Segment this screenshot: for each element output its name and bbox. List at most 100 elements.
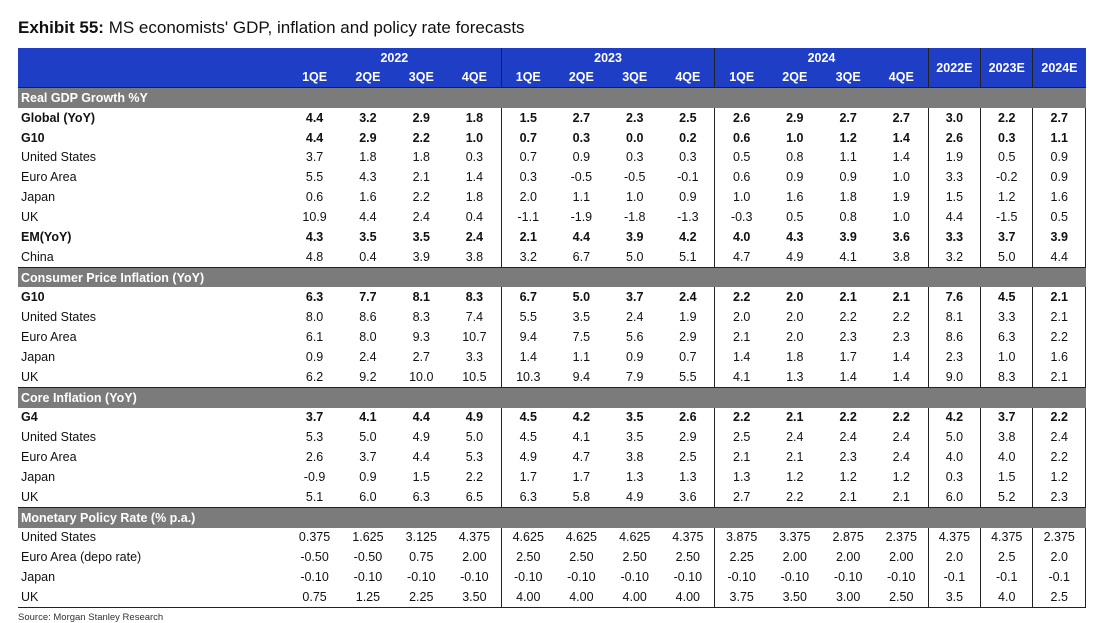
row-label: Euro Area xyxy=(21,450,77,465)
table-cell: 0.75 xyxy=(287,587,342,608)
table-cell: 4.1 xyxy=(839,249,857,264)
table-cell: 4.2 xyxy=(927,407,981,428)
quarter-header: 3QE xyxy=(608,67,662,88)
table-cell: 0.4 xyxy=(359,249,377,264)
quarter-header: 1QE xyxy=(714,67,769,88)
table-cell: 2.50 xyxy=(569,550,594,565)
table-row: United States 0.375 1.625 3.125 4.375 4.625 4.… xyxy=(18,527,1086,548)
table-cell: 2.50 xyxy=(874,587,929,608)
table-cell: 1.625 xyxy=(352,530,384,545)
table-cell: 2.1 xyxy=(839,489,857,504)
table-cell: 4.5 xyxy=(500,427,555,448)
row-label: United States xyxy=(21,310,97,325)
table-cell: 3.8 xyxy=(465,249,484,264)
table-cell: 3.6 xyxy=(679,489,697,504)
table-cell: 10.9 xyxy=(302,209,327,224)
table-cell: 4.00 xyxy=(500,587,555,608)
table-row: UK 6.2 9.2 10.0 10.5 10.3 9.4 7.9 5.5 4.1 1.3 1.4 1.… xyxy=(18,366,1086,388)
table-cell: 8.0 xyxy=(305,310,324,325)
table-cell: 2.4 xyxy=(1032,427,1086,448)
table-cell: 0.3 xyxy=(465,150,484,165)
table-cell: 3.7 xyxy=(305,150,324,165)
row-label: Global (YoY) xyxy=(21,110,96,125)
table-cell: 2.2 xyxy=(714,407,769,428)
forecast-table: 2022 2023 2024 2022E 2023E 2024E 1QE 2QE… xyxy=(18,48,1086,608)
table-cell: 0.3 xyxy=(500,167,555,188)
table-cell: 4.7 xyxy=(714,246,769,268)
table-cell: -0.10 xyxy=(353,570,383,585)
table-cell: 1.5 xyxy=(412,469,430,484)
table-row: Euro Area 2.6 3.7 4.4 5.3 4.9 4.7 3.8 2.5 2.1 2.1 2… xyxy=(18,447,1086,468)
table-cell: 1.0 xyxy=(626,190,644,205)
table-cell: 1.1 xyxy=(839,150,857,165)
table-cell: 2.7 xyxy=(892,110,910,125)
table-cell: 2.9 xyxy=(679,430,697,445)
table-cell: 2.1 xyxy=(714,447,769,468)
table-row: G10 6.3 7.7 8.1 8.3 6.7 5.0 3.7 2.4 2.2 2.0 2.1 2.1 7… xyxy=(18,287,1086,308)
table-cell: 4.4 xyxy=(412,410,430,425)
table-cell: 1.8 xyxy=(412,150,430,165)
table-cell: 1.0 xyxy=(892,170,910,185)
table-cell: 3.2 xyxy=(927,246,981,268)
quarter-header: 2QE xyxy=(554,67,609,88)
table-cell: 2.9 xyxy=(412,110,430,125)
table-cell: 6.2 xyxy=(305,369,324,384)
table-cell: 2.0 xyxy=(927,547,981,568)
table-cell: 5.0 xyxy=(980,246,1033,268)
table-cell: 4.0 xyxy=(980,587,1033,608)
table-cell: 3.00 xyxy=(821,587,875,608)
table-body: Real GDP Growth %Y Global (YoY) 4.4 3.2 2.9 1… xyxy=(18,86,1086,608)
table-cell: 2.9 xyxy=(679,330,697,345)
table-cell: 4.4 xyxy=(359,209,377,224)
table-cell: 2.3 xyxy=(927,346,981,367)
table-cell: 7.4 xyxy=(465,310,484,325)
table-cell: 1.4 xyxy=(465,170,484,185)
table-cell: 2.9 xyxy=(786,110,804,125)
table-cell: 2.2 xyxy=(980,107,1033,128)
table-cell: 2.50 xyxy=(500,547,555,568)
table-cell: 4.375 xyxy=(927,527,981,548)
table-cell: 1.6 xyxy=(1032,187,1086,208)
table-cell: 6.3 xyxy=(980,327,1033,347)
table-cell: 5.2 xyxy=(980,486,1033,508)
table-cell: 0.5 xyxy=(980,147,1033,168)
table-cell: 4.4 xyxy=(1032,246,1086,268)
table-cell: -0.3 xyxy=(714,207,769,227)
table-cell: -0.9 xyxy=(303,469,326,484)
table-cell: 2.5 xyxy=(679,110,697,125)
table-cell: 1.0 xyxy=(465,130,484,145)
table-cell: 1.4 xyxy=(892,369,910,384)
table-cell: 5.1 xyxy=(679,249,697,264)
table-cell: -0.1 xyxy=(677,170,699,185)
table-cell: 10.0 xyxy=(409,369,434,384)
table-cell: 0.6 xyxy=(714,127,769,148)
table-cell: 1.4 xyxy=(892,130,910,145)
table-cell: 1.0 xyxy=(714,187,769,208)
table-cell: 4.9 xyxy=(626,489,644,504)
table-cell: 0.375 xyxy=(298,530,331,545)
table-row: G10 4.4 2.9 2.2 1.0 0.7 0.3 0.0 0.2 0.6 1.0 1.2 1.4 2… xyxy=(18,127,1086,148)
table-cell: 2.1 xyxy=(412,170,430,185)
table-cell: 2.7 xyxy=(839,110,857,125)
table-cell: 0.0 xyxy=(626,130,644,145)
table-cell: 6.3 xyxy=(412,489,430,504)
table-cell: 0.3 xyxy=(927,467,981,487)
quarter-header: 4QE xyxy=(874,67,929,88)
table-cell: 2.375 xyxy=(1032,527,1086,548)
table-cell: -0.1 xyxy=(980,567,1033,588)
table-cell: 4.0 xyxy=(927,447,981,468)
table-cell: 0.6 xyxy=(714,167,769,188)
table-cell: 4.375 xyxy=(458,530,491,545)
table-cell: 4.4 xyxy=(412,450,430,465)
table-cell: 1.9 xyxy=(679,310,697,325)
table-cell: 2.2 xyxy=(892,310,910,325)
table-row: Euro Area 6.1 8.0 9.3 10.7 9.4 7.5 5.6 2.9 2.1 2.0… xyxy=(18,327,1086,347)
table-cell: 4.2 xyxy=(679,229,697,244)
table-cell: 2.3 xyxy=(839,330,857,345)
table-cell: 5.0 xyxy=(927,427,981,448)
exhibit-title: Exhibit 55: MS economists' GDP, inflatio… xyxy=(18,18,525,38)
table-cell: 2.6 xyxy=(927,127,981,148)
table-cell: 8.1 xyxy=(412,290,430,305)
table-cell: 4.4 xyxy=(305,130,324,145)
table-cell: 4.375 xyxy=(672,530,704,545)
